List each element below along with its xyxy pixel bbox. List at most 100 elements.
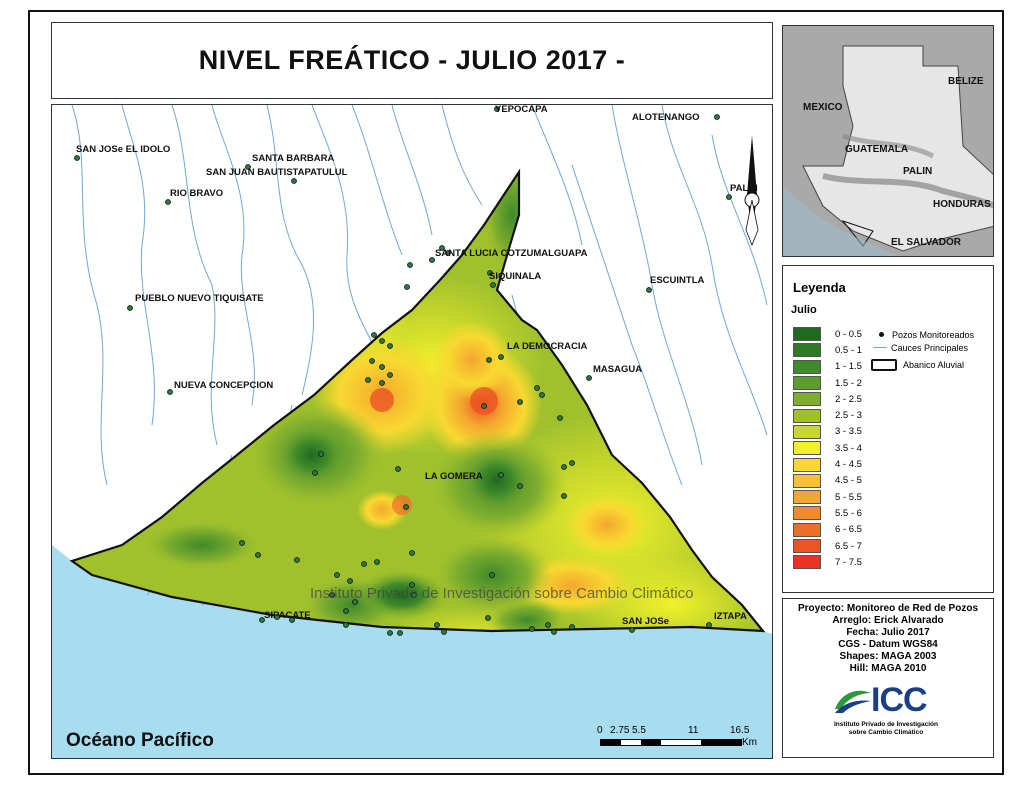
icc-logo: ICC Instituto Privado de Investigación s… — [833, 681, 945, 753]
legend-swatch — [793, 539, 821, 553]
scale-unit: Km — [742, 737, 757, 748]
place-sipacate: SIPACATE — [264, 610, 311, 621]
icc-logo-line1: Instituto Privado de Investigación — [833, 721, 939, 728]
place-palin: PALIN — [730, 183, 758, 194]
legend-class-row: 3 - 3.5 — [793, 424, 862, 440]
well-symbol-icon — [879, 332, 884, 337]
inset-label-belize: BELIZE — [948, 76, 984, 87]
scale-tick: 2.75 — [610, 725, 630, 736]
legend-class-row: 2 - 2.5 — [793, 391, 862, 407]
project-info: Proyecto: Monitoreo de Red de Pozos Arre… — [782, 598, 994, 758]
legend-class-row: 4.5 - 5 — [793, 473, 862, 489]
legend-swatch — [793, 359, 821, 374]
icc-logo-text: ICC — [871, 681, 928, 719]
place-santa-barbara: SANTA BARBARA — [252, 153, 335, 164]
legend-swatch — [793, 473, 821, 488]
legend-class-label: 3.5 - 4 — [835, 442, 862, 454]
ocean-label: Océano Pacífico — [66, 730, 214, 751]
legend-subtitle: Julio — [791, 304, 817, 316]
legend-class-row: 0 - 0.5 — [793, 326, 862, 342]
info-line: Arreglo: Erick Alvarado — [832, 615, 944, 626]
legend-rivers: Cauces Principales — [891, 342, 969, 353]
scale-tick: 0 — [597, 725, 603, 736]
legend-class-label: 4 - 4.5 — [835, 459, 862, 471]
icc-logo-line2: sobre Cambio Climático — [848, 729, 924, 736]
legend-class-label: 4.5 - 5 — [835, 475, 862, 487]
legend-class-label: 2.5 - 3 — [835, 410, 862, 422]
legend-title: Leyenda — [793, 280, 846, 295]
legend-class-label: 6 - 6.5 — [835, 524, 862, 536]
info-line: CGS - Datum WGS84 — [838, 639, 938, 650]
legend-swatch — [793, 424, 821, 439]
legend-class-row: 7 - 7.5 — [793, 554, 862, 570]
legend-swatch — [793, 441, 821, 456]
legend-swatch — [793, 392, 821, 407]
legend-class-row: 4 - 4.5 — [793, 456, 862, 472]
legend-panel: Leyenda Julio 0 - 0.5 0.5 - 1 1 - 1.5 1.5 -… — [782, 265, 994, 593]
legend-class-label: 1 - 1.5 — [835, 361, 862, 373]
legend-swatch — [793, 376, 821, 391]
place-san-jose: SAN JOSe — [622, 616, 669, 627]
north-arrow-icon — [744, 135, 760, 247]
legend-wells: Pozos Monitoreados — [892, 329, 975, 340]
info-line: Shapes: MAGA 2003 — [839, 651, 937, 662]
inset-label-palin: PALIN — [903, 166, 933, 177]
place-iztapa: IZTAPA — [714, 611, 747, 622]
place-san-juan: SAN JUAN BAUTISTAPATULUL — [206, 167, 348, 178]
place-masagua: MASAGUA — [593, 364, 643, 375]
map-canvas — [52, 105, 772, 758]
legend-class-label: 7 - 7.5 — [835, 556, 862, 568]
info-line: Proyecto: Monitoreo de Red de Pozos — [797, 603, 979, 614]
legend-class-row: 5.5 - 6 — [793, 505, 862, 521]
main-map: YEPOCAPA ALOTENANGO SAN JOSe EL IDOLO SA… — [51, 104, 773, 759]
river-symbol-icon — [873, 347, 887, 348]
place-yepocapa: YEPOCAPA — [495, 104, 548, 115]
scale-tick: 16.5 — [730, 725, 750, 736]
legend-swatch — [793, 555, 821, 570]
legend-class-row: 6 - 6.5 — [793, 522, 862, 538]
title-box: NIVEL FREÁTICO - JULIO 2017 - — [51, 22, 773, 99]
place-santa-lucia: SANTA LUCIA COTZUMALGUAPA — [435, 248, 588, 259]
scale-tick: 5.5 — [632, 725, 646, 736]
alluvial-fan-outline — [69, 168, 766, 633]
icc-logo-mark-icon — [835, 690, 871, 713]
legend-swatch — [793, 490, 821, 505]
inset-label-mexico: MEXICO — [803, 102, 843, 113]
inset-label-guatemala: GUATEMALA — [845, 144, 909, 155]
legend-swatch — [793, 506, 821, 521]
legend-class-row: 6.5 - 7 — [793, 538, 862, 554]
legend-classes: 0 - 0.5 0.5 - 1 1 - 1.5 1.5 - 2 2 - 2.5 2.5 -… — [793, 326, 862, 570]
legend-class-row: 3.5 - 4 — [793, 440, 862, 456]
place-la-gomera: LA GOMERA — [425, 471, 483, 482]
legend-swatch — [793, 457, 821, 472]
place-rio-bravo: RIO BRAVO — [170, 188, 224, 199]
page-title: NIVEL FREÁTICO - JULIO 2017 - — [198, 45, 626, 75]
legend-class-label: 5 - 5.5 — [835, 491, 862, 503]
legend-class-row: 2.5 - 3 — [793, 407, 862, 423]
legend-class-label: 5.5 - 6 — [835, 507, 862, 519]
inset-label-honduras: HONDURAS — [933, 199, 991, 210]
ocean-area — [52, 545, 772, 758]
legend-class-row: 5 - 5.5 — [793, 489, 862, 505]
legend-class-row: 1 - 1.5 — [793, 359, 862, 375]
scale-tick: 11 — [688, 725, 699, 736]
scale-bar: 0 2.75 5.5 11 16.5 Km — [597, 725, 760, 755]
legend-class-label: 0 - 0.5 — [835, 328, 862, 340]
place-san-jose-el-idolo: SAN JOSe EL IDOLO — [76, 144, 171, 155]
legend-swatch — [793, 327, 821, 342]
legend-swatch — [793, 343, 821, 358]
monitored-wells — [74, 106, 732, 636]
map-frame — [28, 10, 1004, 775]
info-line: Hill: MAGA 2010 — [849, 663, 927, 674]
fan-symbol-icon — [871, 358, 897, 371]
legend-symbols: Pozos Monitoreados Cauces Principales Ab… — [871, 328, 975, 371]
place-pueblo-nuevo: PUEBLO NUEVO TIQUISATE — [135, 293, 264, 304]
inset-relief — [783, 26, 993, 256]
place-siquinala: SIQUINALA — [489, 271, 542, 282]
legend-class-label: 0.5 - 1 — [835, 344, 862, 356]
info-line: Fecha: Julio 2017 — [846, 627, 930, 638]
legend-swatch — [793, 522, 821, 537]
watermark: Instituto Privado de Investigación sobre… — [310, 585, 694, 602]
legend-class-label: 3 - 3.5 — [835, 426, 862, 438]
legend-swatch — [793, 408, 821, 423]
